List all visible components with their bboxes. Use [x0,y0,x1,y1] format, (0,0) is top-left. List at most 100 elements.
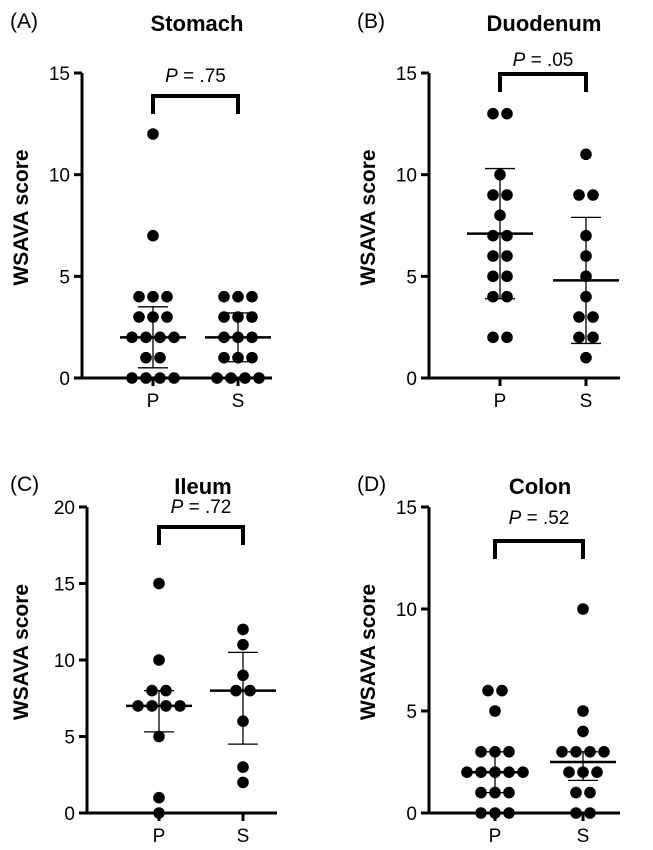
data-point [487,250,499,262]
data-point [147,229,159,242]
data-point [154,372,166,384]
panel-label: (A) [10,10,38,33]
p-symbol: P [171,497,184,518]
data-point [482,684,494,697]
data-point [232,290,244,303]
data-point [587,331,599,344]
y-tick-label: 5 [64,728,75,749]
x-tick-label: P [147,391,160,412]
x-tick-label: S [237,826,250,847]
data-point [501,331,513,344]
data-point [140,351,152,364]
data-point [237,638,249,651]
p-value-label: P = .52 [509,508,570,529]
data-point [168,372,180,384]
data-point [218,351,230,364]
data-point [587,189,599,201]
data-point [153,577,165,590]
y-tick-label: 5 [406,702,417,723]
x-tick-label: P [494,391,507,412]
data-point [577,725,589,738]
data-point [218,290,230,303]
data-point [573,189,585,201]
data-point [501,189,513,201]
data-point [487,331,499,344]
data-point [147,128,159,140]
chart-title: Colon [509,474,571,499]
data-point [133,311,145,323]
data-point [580,148,592,161]
data-point [133,290,145,303]
panel-ileum: (C) Ileum WSAVA score 0 5 10 15 20 P S P = .72 [10,473,277,847]
data-point [487,107,499,120]
data-point [140,372,152,384]
data-point [573,331,585,344]
p-symbol: P [509,508,522,529]
data-point [570,807,582,819]
data-point [584,786,596,799]
p-value-text: = .05 [525,50,573,71]
p-value-text: = .75 [178,66,226,87]
data-point [584,807,596,819]
data-point [147,290,159,303]
data-point [154,351,166,364]
data-point [246,311,258,323]
data-point [153,730,165,743]
data-point [563,766,575,778]
data-point [489,807,501,819]
data-point [153,807,165,819]
data-point [153,654,165,666]
y-tick-label: 15 [49,64,70,85]
data-point [211,372,223,384]
data-point [487,189,499,201]
x-tick-label: S [232,391,245,412]
data-point [237,761,249,773]
data-point [161,290,173,303]
panel-label: (C) [10,473,39,496]
y-tick-label: 15 [54,575,75,596]
y-tick-label: 10 [49,166,70,187]
x-tick-label: P [153,826,166,847]
panel-duodenum: (B) Duodenum WSAVA score 0 5 10 15 P S P = .05 [357,10,620,412]
significance-bracket [157,525,245,545]
data-point [239,372,251,384]
data-point [501,229,513,242]
panel-label: (D) [357,473,386,496]
data-point [503,807,515,819]
data-point [573,311,585,323]
p-value-label: P = .72 [171,497,232,518]
data-point [218,311,230,323]
data-point [225,372,237,384]
data-point [577,705,589,717]
data-point [598,746,610,758]
chart-title: Stomach [151,11,244,36]
chart-title: Ileum [174,474,231,499]
data-point [587,311,599,323]
data-point [496,684,508,697]
y-tick-label: 0 [64,804,75,825]
significance-bracket [151,94,240,114]
data-point [475,807,487,819]
data-point [489,705,501,717]
data-point [556,746,568,758]
data-point [153,791,165,804]
y-tick-label: 10 [396,166,417,187]
panel-label: (B) [357,10,385,33]
y-tick-label: 15 [396,64,417,85]
y-tick-label: 0 [59,369,70,390]
y-tick-label: 0 [406,369,417,390]
data-point [570,786,582,799]
data-point [580,351,592,364]
y-tick-label: 5 [406,267,417,288]
data-point [501,290,513,303]
panel-stomach: (A) Stomach WSAVA score 0 5 10 15 P S P = .75 [10,10,272,412]
data-point [577,603,589,615]
data-point [501,270,513,283]
data-point [237,623,249,636]
data-point [246,290,258,303]
data-point [487,270,499,283]
x-tick-label: P [489,826,502,847]
data-point [591,766,603,778]
data-point [161,311,173,323]
y-axis-label: WSAVA score [357,584,380,720]
